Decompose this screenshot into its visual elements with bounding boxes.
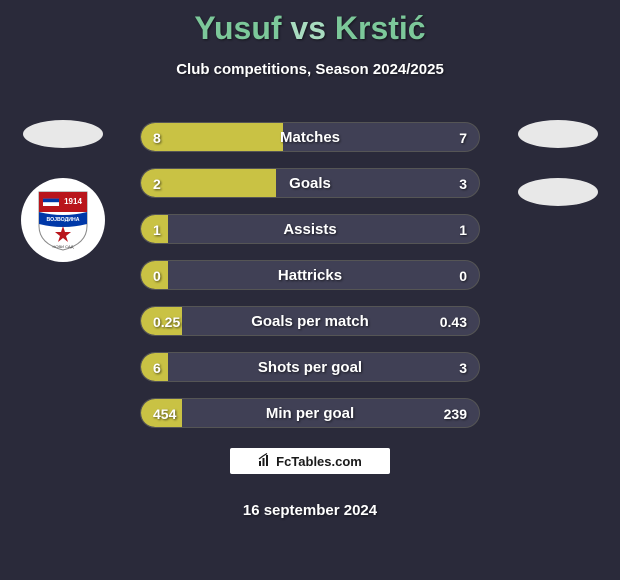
- bar-label: Assists: [141, 215, 479, 244]
- player1-name: Yusuf: [194, 10, 281, 46]
- player2-name: Krstić: [335, 10, 426, 46]
- brand-text: FcTables.com: [276, 454, 362, 469]
- bar-value-right: 3: [459, 353, 467, 382]
- stat-bar: 0Hattricks0: [140, 260, 480, 290]
- bar-value-right: 7: [459, 123, 467, 152]
- bar-label: Goals per match: [141, 307, 479, 336]
- bar-label: Goals: [141, 169, 479, 198]
- svg-text:НОВИ САД: НОВИ САД: [52, 244, 73, 249]
- right-badges-column: [515, 120, 600, 206]
- bar-value-right: 3: [459, 169, 467, 198]
- stat-bar: 6Shots per goal3: [140, 352, 480, 382]
- bar-label: Shots per goal: [141, 353, 479, 382]
- comparison-card: Yusuf vs Krstić Club competitions, Seaso…: [0, 0, 620, 580]
- bar-value-right: 0.43: [440, 307, 467, 336]
- player1-club-logo: 1914 ВОЈВОДИНА НОВИ САД: [21, 178, 105, 262]
- stats-bars: 8Matches7 2Goals3 1Assists1 0Hattricks0 0.25…: [140, 122, 480, 428]
- bar-value-right: 0: [459, 261, 467, 290]
- vojvodina-shield-icon: 1914 ВОЈВОДИНА НОВИ САД: [35, 188, 91, 252]
- vs-text: vs: [290, 10, 326, 46]
- bar-label: Hattricks: [141, 261, 479, 290]
- stat-bar: 8Matches7: [140, 122, 480, 152]
- player1-oval-icon: [23, 120, 103, 148]
- svg-text:ВОЈВОДИНА: ВОЈВОДИНА: [46, 217, 79, 223]
- page-title: Yusuf vs Krstić: [0, 0, 620, 47]
- stat-bar: 0.25Goals per match0.43: [140, 306, 480, 336]
- stat-bar: 1Assists1: [140, 214, 480, 244]
- chart-icon: [258, 453, 272, 470]
- subtitle: Club competitions, Season 2024/2025: [0, 61, 620, 78]
- footer-date: 16 september 2024: [0, 502, 620, 519]
- left-badges-column: 1914 ВОЈВОДИНА НОВИ САД: [20, 120, 105, 262]
- player2-oval1-icon: [518, 120, 598, 148]
- bar-value-right: 239: [444, 399, 467, 428]
- brand-badge[interactable]: FcTables.com: [230, 448, 390, 474]
- bar-value-right: 1: [459, 215, 467, 244]
- player2-oval2-icon: [518, 178, 598, 206]
- stat-bar: 2Goals3: [140, 168, 480, 198]
- svg-text:1914: 1914: [64, 197, 82, 206]
- bar-label: Min per goal: [141, 399, 479, 428]
- stat-bar: 454Min per goal239: [140, 398, 480, 428]
- bar-label: Matches: [141, 123, 479, 152]
